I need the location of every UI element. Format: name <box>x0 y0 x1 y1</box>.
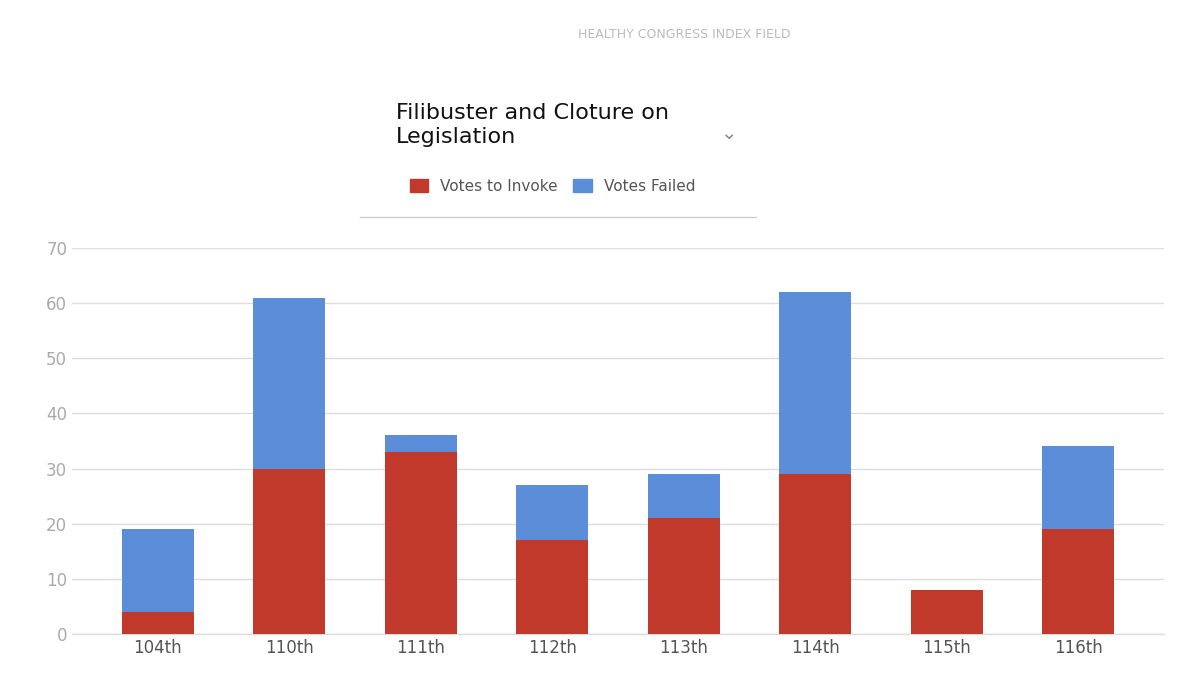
Bar <box>779 474 851 634</box>
Bar <box>1042 446 1115 529</box>
Legend: Votes to Invoke, Votes Failed: Votes to Invoke, Votes Failed <box>409 178 695 194</box>
Bar <box>516 485 588 540</box>
Bar <box>121 529 194 612</box>
Bar <box>121 612 194 634</box>
Bar <box>253 298 325 469</box>
Bar <box>779 292 851 474</box>
Bar <box>385 435 457 452</box>
Bar <box>253 469 325 634</box>
Bar <box>648 474 720 518</box>
Bar <box>1042 529 1115 634</box>
Bar <box>911 590 983 634</box>
Bar <box>516 540 588 634</box>
Bar <box>648 518 720 634</box>
Text: ⌄: ⌄ <box>720 124 737 143</box>
Text: HEALTHY CONGRESS INDEX FIELD: HEALTHY CONGRESS INDEX FIELD <box>577 28 791 41</box>
Text: Filibuster and Cloture on
Legislation: Filibuster and Cloture on Legislation <box>396 103 670 147</box>
Bar <box>385 452 457 634</box>
